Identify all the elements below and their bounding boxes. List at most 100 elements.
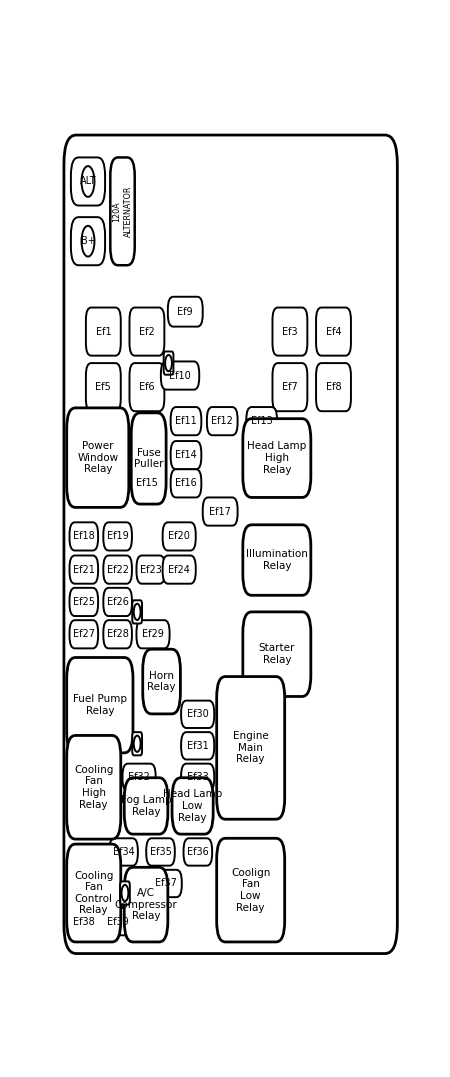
FancyBboxPatch shape (71, 218, 105, 265)
Text: Fuse
Puller: Fuse Puller (134, 448, 163, 470)
Text: Ef18: Ef18 (73, 531, 94, 542)
Circle shape (134, 736, 140, 752)
Text: Ef32: Ef32 (128, 772, 150, 782)
Text: Ef23: Ef23 (140, 564, 162, 575)
Text: Ef8: Ef8 (326, 382, 341, 392)
FancyBboxPatch shape (202, 498, 238, 526)
FancyBboxPatch shape (207, 407, 238, 435)
FancyBboxPatch shape (146, 838, 175, 866)
Text: Ef24: Ef24 (168, 564, 190, 575)
Text: Cooling
Fan
High
Relay: Cooling Fan High Relay (74, 765, 113, 810)
FancyBboxPatch shape (104, 620, 132, 648)
FancyBboxPatch shape (143, 649, 180, 714)
FancyBboxPatch shape (171, 407, 201, 435)
FancyBboxPatch shape (67, 736, 121, 839)
Text: Ef34: Ef34 (112, 847, 135, 857)
Text: Ef15: Ef15 (135, 478, 157, 488)
FancyBboxPatch shape (246, 407, 277, 435)
FancyBboxPatch shape (130, 363, 164, 411)
FancyBboxPatch shape (69, 588, 98, 616)
Text: Ef2: Ef2 (139, 326, 155, 337)
FancyBboxPatch shape (164, 351, 173, 375)
FancyBboxPatch shape (217, 838, 285, 942)
FancyBboxPatch shape (104, 522, 132, 550)
Text: Ef6: Ef6 (139, 382, 155, 392)
FancyBboxPatch shape (110, 157, 135, 265)
Text: Fuel Pump
Relay: Fuel Pump Relay (73, 695, 127, 716)
Text: Ef17: Ef17 (209, 506, 231, 517)
Text: Ef9: Ef9 (177, 307, 193, 317)
FancyBboxPatch shape (69, 556, 98, 584)
Circle shape (165, 355, 172, 372)
FancyBboxPatch shape (109, 838, 138, 866)
FancyBboxPatch shape (161, 362, 199, 390)
FancyBboxPatch shape (69, 620, 98, 648)
FancyBboxPatch shape (122, 764, 156, 791)
Circle shape (81, 226, 94, 256)
Text: Engine
Main
Relay: Engine Main Relay (233, 731, 269, 765)
Text: A/C
Compressor
Relay: A/C Compressor Relay (115, 889, 177, 921)
Text: Cooling
Fan
Control
Relay: Cooling Fan Control Relay (74, 870, 113, 915)
FancyBboxPatch shape (86, 308, 121, 355)
FancyBboxPatch shape (67, 844, 121, 942)
FancyBboxPatch shape (104, 556, 132, 584)
FancyBboxPatch shape (150, 870, 182, 897)
Text: Ef27: Ef27 (73, 629, 95, 640)
FancyBboxPatch shape (136, 620, 170, 648)
Text: Ef28: Ef28 (107, 629, 129, 640)
FancyBboxPatch shape (162, 522, 196, 550)
FancyBboxPatch shape (181, 701, 214, 728)
FancyBboxPatch shape (132, 600, 142, 624)
Text: Ef38: Ef38 (73, 917, 94, 926)
Text: Ef21: Ef21 (73, 564, 95, 575)
FancyBboxPatch shape (130, 308, 164, 355)
Text: Ef25: Ef25 (73, 597, 95, 607)
Text: Ef13: Ef13 (251, 416, 273, 426)
FancyBboxPatch shape (64, 135, 397, 953)
FancyBboxPatch shape (120, 881, 130, 905)
FancyBboxPatch shape (131, 470, 162, 498)
Text: Ef26: Ef26 (107, 597, 129, 607)
FancyBboxPatch shape (162, 556, 196, 584)
Text: Coolign
Fan
Low
Relay: Coolign Fan Low Relay (231, 868, 270, 912)
Text: 120A
ALTERNATOR: 120A ALTERNATOR (112, 185, 133, 237)
Text: Power
Window
Relay: Power Window Relay (77, 442, 118, 474)
Text: Ef39: Ef39 (107, 917, 129, 926)
FancyBboxPatch shape (132, 732, 142, 755)
Text: Illumination
Relay: Illumination Relay (246, 549, 308, 571)
FancyBboxPatch shape (181, 732, 214, 759)
Text: Ef19: Ef19 (107, 531, 129, 542)
FancyBboxPatch shape (181, 764, 214, 791)
Text: Head Lamp
High
Relay: Head Lamp High Relay (247, 442, 306, 475)
Text: Head Lamp
Low
Relay: Head Lamp Low Relay (163, 789, 222, 823)
Circle shape (122, 885, 128, 901)
Text: Ef3: Ef3 (282, 326, 298, 337)
Text: Ef33: Ef33 (187, 772, 208, 782)
FancyBboxPatch shape (104, 908, 132, 935)
Text: Ef10: Ef10 (169, 370, 191, 380)
FancyBboxPatch shape (124, 778, 168, 834)
FancyBboxPatch shape (217, 676, 285, 820)
FancyBboxPatch shape (67, 657, 133, 753)
FancyBboxPatch shape (273, 308, 307, 355)
Text: Ef31: Ef31 (187, 741, 208, 751)
FancyBboxPatch shape (104, 588, 132, 616)
Text: Ef20: Ef20 (168, 531, 190, 542)
FancyBboxPatch shape (243, 419, 311, 498)
FancyBboxPatch shape (86, 363, 121, 411)
Text: Ef1: Ef1 (95, 326, 111, 337)
Text: Ef11: Ef11 (175, 416, 197, 426)
Text: Ef7: Ef7 (282, 382, 298, 392)
Circle shape (81, 166, 94, 197)
Circle shape (134, 604, 140, 620)
Text: Ef14: Ef14 (175, 450, 197, 460)
FancyBboxPatch shape (171, 442, 201, 470)
Text: Horn
Relay: Horn Relay (147, 671, 176, 693)
Text: Ef12: Ef12 (212, 416, 233, 426)
Text: Ef30: Ef30 (187, 710, 208, 719)
FancyBboxPatch shape (131, 412, 166, 504)
Text: Ef36: Ef36 (187, 847, 209, 857)
Text: Ef29: Ef29 (142, 629, 164, 640)
Text: Ef37: Ef37 (155, 879, 177, 889)
FancyBboxPatch shape (184, 838, 212, 866)
